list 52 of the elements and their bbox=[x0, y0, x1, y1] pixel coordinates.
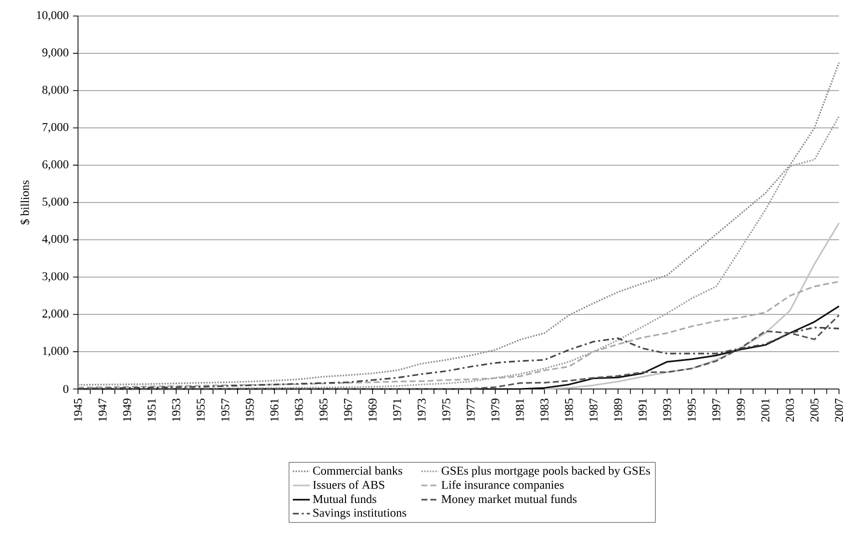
x-tick-label: 1981 bbox=[516, 398, 524, 422]
x-tick-label: 1959 bbox=[246, 398, 254, 422]
legend-label: Life insurance companies bbox=[442, 480, 564, 492]
x-tick-label: 1983 bbox=[540, 398, 548, 422]
x-tick-label: 1953 bbox=[172, 398, 180, 422]
x-tick-label: 1985 bbox=[564, 398, 573, 422]
y-tick-label: 7,000 bbox=[42, 123, 68, 133]
x-tick-label: 1951 bbox=[148, 398, 156, 422]
y-tick-label: 5,000 bbox=[42, 198, 68, 208]
x-tick-label: 1965 bbox=[319, 398, 328, 422]
x-tick-label: 1969 bbox=[368, 398, 377, 422]
y-tick-label: 1,000 bbox=[42, 346, 68, 357]
y-tick-label: 2,000 bbox=[42, 310, 68, 320]
x-tick-label: 1957 bbox=[221, 398, 230, 422]
y-tick-label: 6,000 bbox=[42, 160, 68, 170]
x-tick-label: 2001 bbox=[761, 398, 770, 422]
x-tick-label: 2003 bbox=[786, 398, 794, 422]
x-tick-label: 1993 bbox=[663, 398, 672, 422]
legend-label: Savings institutions bbox=[313, 508, 406, 520]
y-tick-label: 8,000 bbox=[42, 86, 68, 96]
x-tick-label: 2005 bbox=[810, 398, 818, 422]
x-tick-label: 1989 bbox=[614, 398, 622, 422]
x-tick-label: 1971 bbox=[393, 398, 402, 422]
x-tick-label: 1947 bbox=[98, 398, 107, 422]
x-tick-label: 1999 bbox=[736, 398, 745, 422]
y-tick-label: 3,000 bbox=[42, 272, 68, 282]
legend-label: GSEs plus mortgage pools backed by GSEs bbox=[442, 466, 650, 478]
legend-label: Commercial banks bbox=[313, 466, 402, 475]
x-tick-label: 1949 bbox=[123, 398, 132, 422]
x-tick-label: 1991 bbox=[638, 398, 647, 422]
y-tick-label: 10,000 bbox=[36, 11, 68, 21]
x-tick-label: 1945 bbox=[74, 398, 82, 422]
y-tick-label: 0 bbox=[63, 384, 68, 394]
x-tick-label: 1987 bbox=[589, 398, 598, 422]
x-tick-label: 1973 bbox=[418, 398, 426, 422]
x-tick-label: 1967 bbox=[344, 398, 352, 422]
x-tick-label: 2007 bbox=[834, 398, 843, 422]
legend-label: Mutual funds bbox=[312, 494, 376, 504]
x-tick-label: 1963 bbox=[294, 398, 303, 422]
x-tick-label: 1995 bbox=[688, 398, 696, 422]
x-tick-label: 1955 bbox=[196, 398, 205, 422]
legend-label: Issuers of ABS bbox=[313, 480, 384, 489]
y-axis-title: $ billions bbox=[20, 180, 30, 224]
x-tick-label: 1975 bbox=[442, 398, 450, 422]
x-tick-label: 1961 bbox=[270, 398, 278, 422]
legend-label: Money market mutual funds bbox=[442, 494, 577, 506]
y-tick-label: 4,000 bbox=[42, 234, 68, 245]
x-tick-label: 1997 bbox=[712, 398, 720, 422]
y-tick-label: 9,000 bbox=[42, 48, 68, 58]
x-tick-label: 1977 bbox=[466, 398, 475, 422]
x-tick-label: 1979 bbox=[491, 398, 500, 422]
line-series bbox=[544, 222, 840, 390]
